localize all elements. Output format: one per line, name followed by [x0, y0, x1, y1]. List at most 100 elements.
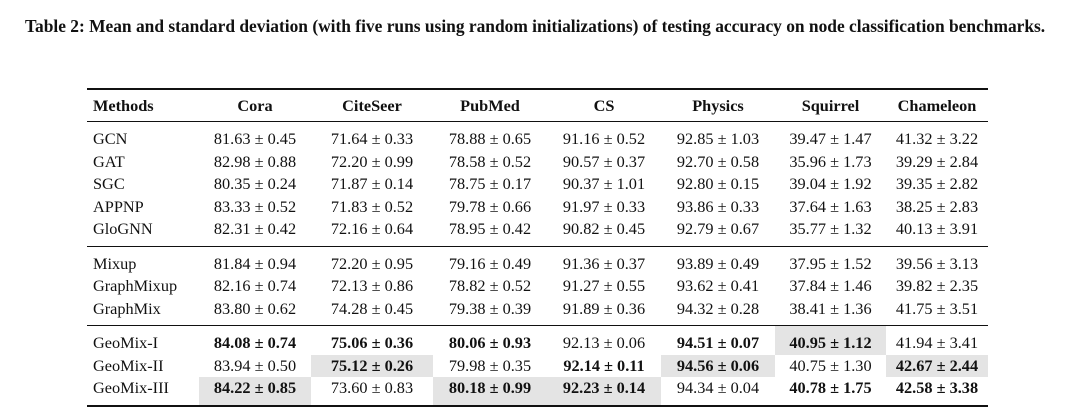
- accuracy-cell: 82.16 ± 0.74: [213, 276, 297, 296]
- accuracy-cell: 79.98 ± 0.35: [448, 355, 532, 375]
- accuracy-cell: 94.56 ± 0.06: [661, 354, 775, 377]
- header-cora: Cora: [199, 88, 311, 122]
- accuracy-cell: 78.88 ± 0.65: [448, 129, 532, 149]
- accuracy-cell: 79.78 ± 0.66: [448, 196, 532, 216]
- accuracy-cell: 84.22 ± 0.85: [199, 377, 311, 407]
- table-row: Mixup 81.84 ± 0.94 72.20 ± 0.95 79.16 ± 0.4…: [87, 245, 988, 275]
- accuracy-cell: 92.13 ± 0.06: [547, 325, 661, 355]
- method-name: GCN: [93, 129, 128, 149]
- method-name: GeoMix-II: [93, 355, 164, 375]
- accuracy-cell: 81.63 ± 0.45: [213, 129, 297, 149]
- accuracy-cell: 78.95 ± 0.42: [448, 219, 532, 239]
- accuracy-cell: 72.13 ± 0.86: [330, 276, 414, 296]
- accuracy-cell: 80.06 ± 0.93: [433, 325, 547, 355]
- accuracy-cell: 39.35 ± 2.82: [895, 174, 979, 194]
- accuracy-cell: 41.75 ± 3.51: [895, 298, 979, 318]
- accuracy-cell: 81.84 ± 0.94: [199, 245, 311, 275]
- accuracy-cell: 72.20 ± 0.99: [330, 151, 414, 171]
- accuracy-cell: 39.04 ± 1.92: [789, 174, 872, 194]
- accuracy-cell: 39.82 ± 2.35: [895, 276, 979, 296]
- header-row: Methods Cora CiteSeer PubMed CS Physics Squirr…: [87, 88, 988, 122]
- table-row: GraphMix 83.80 ± 0.62 74.28 ± 0.45 79.38 ± …: [87, 298, 988, 326]
- accuracy-cell: 78.58 ± 0.52: [448, 151, 532, 171]
- accuracy-cell: 91.36 ± 0.37: [547, 245, 661, 275]
- accuracy-cell: 91.97 ± 0.33: [562, 196, 646, 216]
- accuracy-cell: 38.25 ± 2.83: [895, 196, 979, 216]
- accuracy-cell: 90.57 ± 0.37: [562, 151, 646, 171]
- accuracy-cell: 37.64 ± 1.63: [789, 196, 872, 216]
- accuracy-cell: 74.28 ± 0.45: [330, 298, 414, 318]
- accuracy-cell: 72.16 ± 0.64: [330, 219, 414, 239]
- accuracy-cell: 71.83 ± 0.52: [330, 196, 414, 216]
- method-name: GAT: [93, 151, 125, 171]
- table-row: GeoMix-III 84.22 ± 0.85 73.60 ± 0.83 80.18 …: [87, 377, 988, 407]
- accuracy-cell: 92.70 ± 0.58: [676, 151, 760, 171]
- accuracy-cell: 73.60 ± 0.83: [311, 377, 433, 407]
- table-row: GeoMix-I 84.08 ± 0.74 75.06 ± 0.36 80.06 ± …: [87, 325, 988, 355]
- header-cs: CS: [547, 88, 661, 122]
- accuracy-cell: 91.89 ± 0.36: [562, 298, 646, 318]
- accuracy-cell: 42.67 ± 2.44: [886, 354, 988, 377]
- header-chameleon: Chameleon: [886, 88, 988, 122]
- method-name: GraphMix: [93, 298, 161, 318]
- method-name: GraphMixup: [93, 276, 178, 296]
- accuracy-cell: 92.80 ± 0.15: [676, 174, 760, 194]
- accuracy-cell: 41.32 ± 3.22: [895, 129, 979, 149]
- accuracy-cell: 39.29 ± 2.84: [895, 151, 979, 171]
- header-squirrel: Squirrel: [775, 88, 886, 122]
- accuracy-cell: 40.95 ± 1.12: [775, 325, 886, 355]
- accuracy-cell: 42.58 ± 3.38: [886, 377, 988, 407]
- method-name: APPNP: [93, 196, 144, 216]
- accuracy-cell: 92.85 ± 1.03: [676, 129, 760, 149]
- accuracy-cell: 93.89 ± 0.49: [661, 245, 775, 275]
- method-name: GloGNN: [93, 219, 153, 239]
- accuracy-cell: 80.18 ± 0.99: [433, 377, 547, 407]
- accuracy-cell: 84.08 ± 0.74: [199, 325, 311, 355]
- accuracy-cell: 37.95 ± 1.52: [775, 245, 886, 275]
- accuracy-cell: 78.75 ± 0.17: [448, 174, 532, 194]
- table-caption: Table 2: Mean and standard deviation (wi…: [25, 16, 1046, 36]
- accuracy-cell: 35.77 ± 1.32: [789, 219, 872, 239]
- table-row: GCN 81.63 ± 0.45 71.64 ± 0.33 78.88 ± 0.65 9…: [87, 122, 988, 151]
- accuracy-cell: 40.13 ± 3.91: [895, 219, 979, 239]
- table-row: APPNP 83.33 ± 0.52 71.83 ± 0.52 79.78 ± 0.6…: [87, 196, 988, 219]
- table-row: GAT 82.98 ± 0.88 72.20 ± 0.99 78.58 ± 0.52 9…: [87, 151, 988, 174]
- accuracy-cell: 71.64 ± 0.33: [330, 129, 414, 149]
- accuracy-cell: 79.16 ± 0.49: [433, 245, 547, 275]
- results-table-container: Methods Cora CiteSeer PubMed CS Physics Squirr…: [87, 88, 988, 407]
- accuracy-cell: 40.78 ± 1.75: [775, 377, 886, 407]
- accuracy-cell: 92.14 ± 0.11: [563, 355, 645, 375]
- accuracy-cell: 41.94 ± 3.41: [886, 325, 988, 355]
- accuracy-cell: 39.47 ± 1.47: [789, 129, 872, 149]
- accuracy-cell: 35.96 ± 1.73: [789, 151, 872, 171]
- accuracy-cell: 94.51 ± 0.07: [661, 325, 775, 355]
- header-methods: Methods: [87, 88, 199, 122]
- header-physics: Physics: [661, 88, 775, 122]
- method-name: GeoMix-I: [87, 325, 199, 355]
- accuracy-cell: 93.62 ± 0.41: [676, 276, 760, 296]
- accuracy-cell: 40.75 ± 1.30: [789, 355, 872, 375]
- accuracy-cell: 75.12 ± 0.26: [311, 354, 433, 377]
- table-header: Methods Cora CiteSeer PubMed CS Physics Squirr…: [87, 88, 988, 122]
- table-body: GCN 81.63 ± 0.45 71.64 ± 0.33 78.88 ± 0.65 9…: [87, 122, 988, 407]
- accuracy-cell: 37.84 ± 1.46: [789, 276, 872, 296]
- accuracy-cell: 78.82 ± 0.52: [448, 276, 532, 296]
- accuracy-cell: 94.32 ± 0.28: [676, 298, 760, 318]
- accuracy-cell: 82.31 ± 0.42: [213, 219, 297, 239]
- accuracy-cell: 92.79 ± 0.67: [676, 219, 760, 239]
- accuracy-cell: 79.38 ± 0.39: [448, 298, 532, 318]
- accuracy-cell: 91.16 ± 0.52: [562, 129, 646, 149]
- accuracy-cell: 91.27 ± 0.55: [562, 276, 646, 296]
- header-citeseer: CiteSeer: [311, 88, 433, 122]
- header-pubmed: PubMed: [433, 88, 547, 122]
- table-row: GeoMix-II 83.94 ± 0.50 75.12 ± 0.26 79.98 ±…: [87, 354, 988, 377]
- accuracy-cell: 90.82 ± 0.45: [562, 219, 646, 239]
- accuracy-cell: 92.23 ± 0.14: [547, 377, 661, 407]
- accuracy-cell: 80.35 ± 0.24: [213, 174, 297, 194]
- accuracy-cell: 83.80 ± 0.62: [213, 298, 297, 318]
- method-name: SGC: [93, 174, 125, 194]
- method-name: GeoMix-III: [87, 377, 199, 407]
- accuracy-cell: 75.06 ± 0.36: [311, 325, 433, 355]
- table-row: GloGNN 82.31 ± 0.42 72.16 ± 0.64 78.95 ± 0.…: [87, 218, 988, 246]
- accuracy-cell: 71.87 ± 0.14: [330, 174, 414, 194]
